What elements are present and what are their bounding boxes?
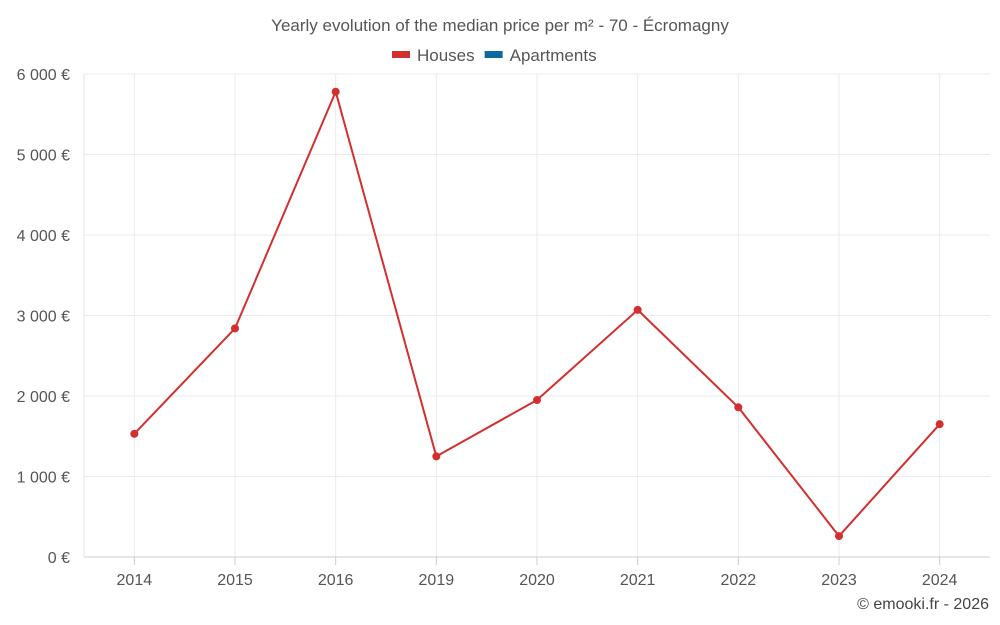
y-axis-ticks: 0 € 1 000 € 2 000 € 3 000 € 4 000 € 5 000 € 6 … xyxy=(17,67,70,567)
y-tick-label: 1 000 € xyxy=(17,470,70,487)
x-tick-label: 2020 xyxy=(519,572,555,589)
data-point-houses-2015 xyxy=(231,324,239,333)
data-point-houses-2023 xyxy=(835,532,843,541)
legend-swatch-houses xyxy=(392,51,410,58)
y-tick-label: 4 000 € xyxy=(17,228,70,245)
data-point-houses-2022 xyxy=(734,403,743,412)
x-tick-label: 2024 xyxy=(922,572,958,589)
y-tick-label: 3 000 € xyxy=(17,309,70,326)
x-tick-label: 2023 xyxy=(821,572,857,589)
series-group xyxy=(130,87,944,541)
x-tick-label: 2021 xyxy=(620,572,656,589)
x-tick-label: 2022 xyxy=(721,572,757,589)
legend-swatch-apartments xyxy=(484,51,503,58)
data-point-houses-2014 xyxy=(130,429,139,438)
grid xyxy=(84,73,990,557)
x-tick-label: 2019 xyxy=(419,572,455,589)
y-tick-label: 2 000 € xyxy=(17,389,70,406)
chart-title: Yearly evolution of the median price per… xyxy=(271,16,729,35)
y-tick-label: 5 000 € xyxy=(17,148,70,165)
y-tick-label: 0 € xyxy=(48,550,70,567)
x-tick-label: 2014 xyxy=(117,572,153,589)
legend-label-apartments: Apartments xyxy=(510,46,597,65)
data-point-houses-2019 xyxy=(432,452,441,461)
legend-label-houses: Houses xyxy=(417,46,475,65)
x-tick-label: 2016 xyxy=(318,572,354,589)
data-point-houses-2016 xyxy=(331,87,340,96)
data-point-houses-2021 xyxy=(633,305,642,314)
x-axis-ticks: 2014 2015 2016 2019 2020 2021 2022 2023 2024 xyxy=(117,557,958,589)
legend: Houses Apartments xyxy=(392,46,597,65)
data-point-houses-2024 xyxy=(935,420,944,429)
credit-text: © emooki.fr - 2026 xyxy=(857,596,989,613)
y-tick-label: 6 000 € xyxy=(17,67,70,84)
data-point-houses-2020 xyxy=(533,396,541,405)
x-tick-label: 2015 xyxy=(217,572,253,589)
